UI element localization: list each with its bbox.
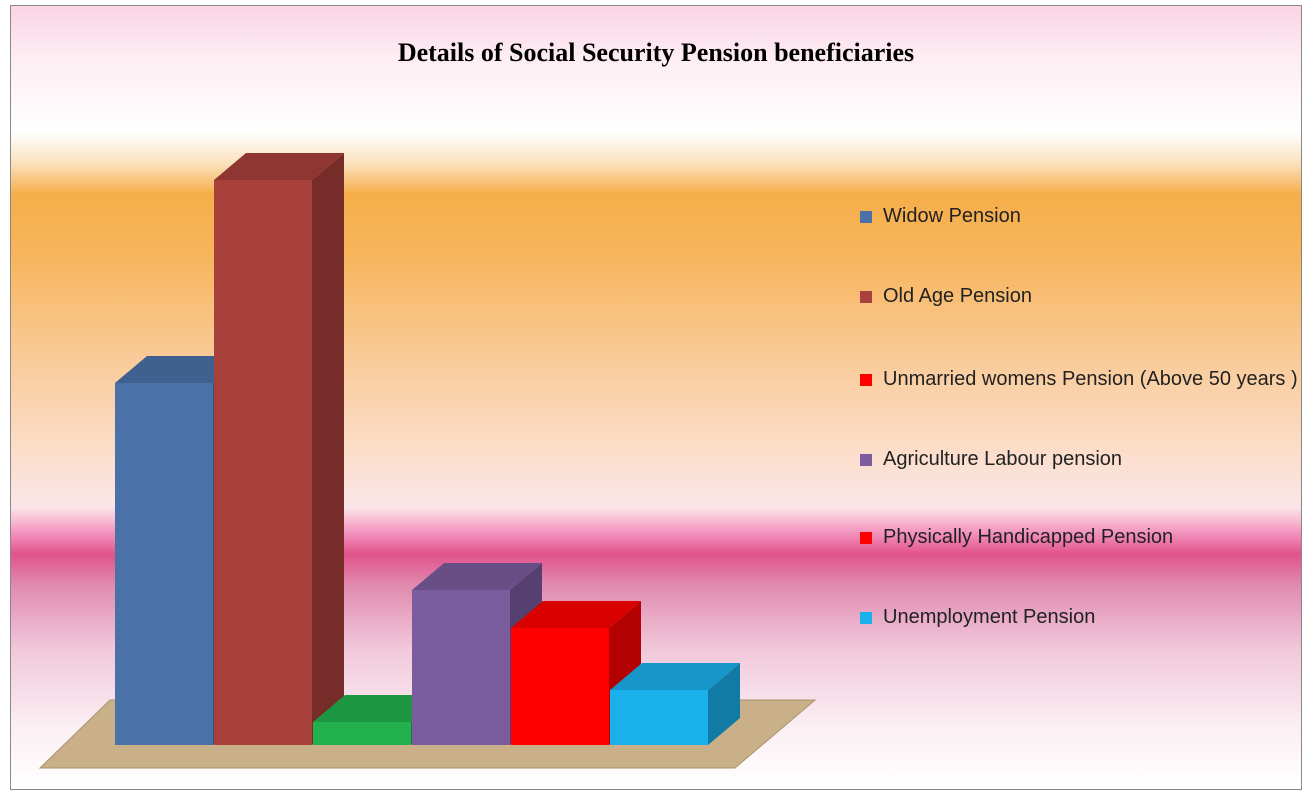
bar [214,180,312,745]
legend-item: Unemployment Pension [860,601,1303,634]
bar-top [214,153,344,180]
legend-label: Unmarried womens Pension (Above 50 years… [883,368,1298,390]
bar [511,628,609,745]
legend-item: Physically Handicapped Pension [860,521,1303,554]
chart-title: Details of Social Security Pension benef… [398,38,914,67]
legend-label: Widow Pension [883,205,1021,227]
bar-top [313,695,443,722]
legend-swatch [860,612,872,624]
bar [313,722,411,745]
bar [412,590,510,745]
bar-side [312,153,344,745]
bar [610,690,708,745]
legend-swatch [860,211,872,223]
legend-item: Old Age Pension [860,280,1303,313]
legend-swatch [860,454,872,466]
legend-item: Agriculture Labour pension [860,443,1303,476]
legend-label: Physically Handicapped Pension [883,526,1174,548]
bar-side [708,663,740,745]
legend-label: Old Age Pension [883,285,1032,307]
legend-swatch [860,291,872,303]
legend-item: Widow Pension [860,200,1303,233]
bar [115,383,213,745]
legend-swatch [860,374,872,386]
bar-top [412,563,542,590]
legend-label: Unemployment Pension [883,606,1096,628]
legend-label: Agriculture Labour pension [883,448,1123,470]
bar-top [115,356,245,383]
legend-swatch [860,532,872,544]
legend-item: Unmarried womens Pension (Above 50 years… [860,363,1303,396]
bar-top [610,663,740,690]
bar-top [511,601,641,628]
